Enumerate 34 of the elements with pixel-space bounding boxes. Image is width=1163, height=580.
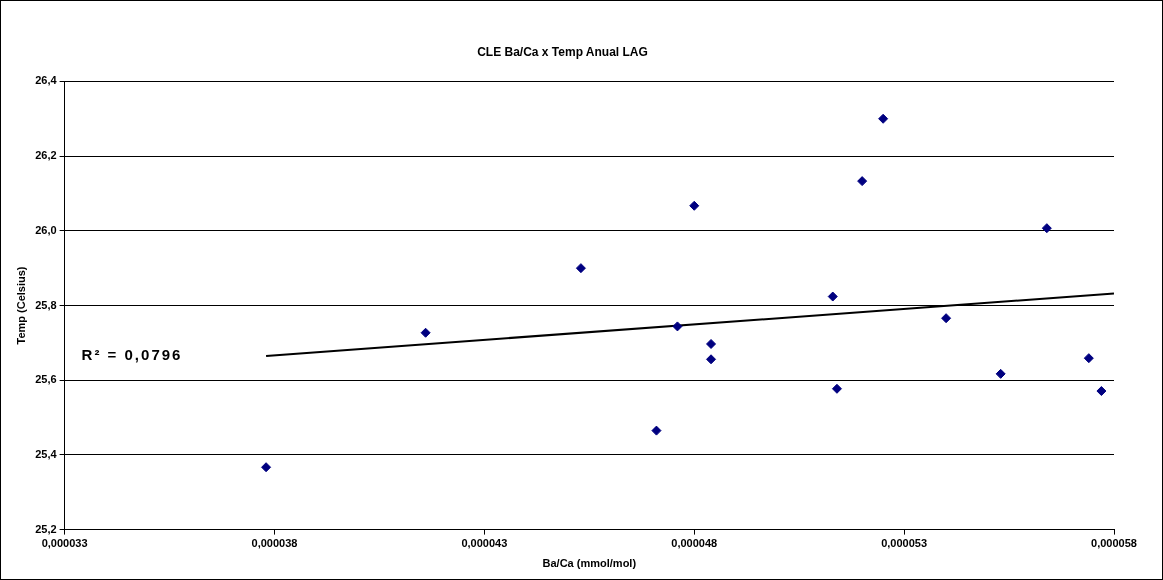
point — [672, 321, 683, 332]
annotation: R² = 0,0796 — [81, 345, 183, 363]
point — [831, 383, 842, 394]
point — [689, 200, 700, 211]
point — [261, 462, 272, 473]
point — [827, 291, 838, 302]
x-tick-label: 0,000048 — [671, 537, 718, 550]
point — [706, 338, 717, 349]
x-tick-label: 0,000043 — [461, 537, 508, 550]
point — [995, 368, 1006, 379]
x-tick-label: 0,000033 — [41, 537, 88, 550]
y-tick-label: 25,6 — [35, 373, 57, 386]
point — [651, 425, 662, 436]
point — [706, 354, 717, 365]
x-tick-label: 0,000058 — [1091, 537, 1137, 550]
point — [575, 263, 586, 274]
point — [420, 327, 431, 338]
point — [857, 176, 868, 187]
point — [878, 113, 889, 124]
y-tick-label: 25,2 — [35, 522, 57, 535]
y-tick-label: 25,4 — [35, 447, 58, 460]
y-tick-label: 26,2 — [35, 149, 57, 162]
point — [1083, 353, 1094, 364]
x-axis-title: Ba/Ca (mmol/mol) — [542, 557, 637, 570]
y-axis-title: Temp (Celsius) — [14, 266, 27, 345]
chart-title: CLE Ba/Ca x Temp Anual LAG — [477, 44, 648, 59]
point — [941, 313, 952, 324]
point — [1096, 386, 1107, 397]
point — [1041, 223, 1052, 234]
y-tick-label: 26,4 — [35, 74, 58, 87]
x-tick-label: 0,000038 — [251, 537, 298, 550]
x-tick-label: 0,000053 — [881, 537, 928, 550]
y-tick-label: 25,8 — [35, 298, 57, 311]
y-tick-label: 26,0 — [35, 223, 57, 236]
